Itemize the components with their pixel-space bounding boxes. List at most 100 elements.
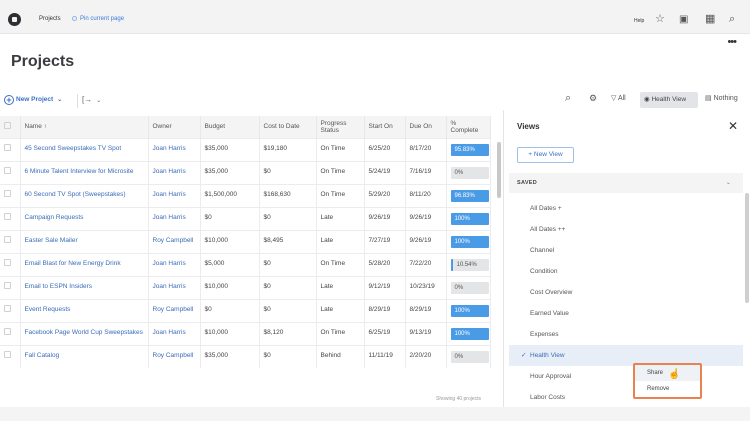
- cell-name[interactable]: Email to ESPN Insiders: [20, 275, 149, 299]
- new-project-button[interactable]: + New Project ⌄: [4, 95, 62, 105]
- row-checkbox[interactable]: [4, 327, 11, 335]
- row-checkbox[interactable]: [4, 235, 11, 243]
- saved-view-item[interactable]: Channel: [509, 240, 743, 261]
- table-row[interactable]: 6 Minute Talent Interview for Microsite J…: [0, 160, 491, 184]
- column-header-progress-status[interactable]: Progress Status: [316, 116, 365, 138]
- app-logo-icon[interactable]: [8, 13, 21, 26]
- grid-icon[interactable]: ▦: [705, 13, 716, 25]
- cell-select[interactable]: [0, 275, 21, 299]
- help-link[interactable]: Help: [634, 18, 645, 24]
- row-checkbox[interactable]: [4, 143, 11, 151]
- pin-current-page-link[interactable]: Pin current page: [72, 16, 124, 22]
- cell-select[interactable]: [0, 344, 21, 368]
- cell-budget: $5,000: [200, 252, 260, 276]
- saved-view-item[interactable]: Condition: [509, 261, 743, 282]
- cell-name[interactable]: Event Requests: [20, 298, 149, 322]
- row-checkbox[interactable]: [4, 212, 11, 220]
- saved-view-item[interactable]: Hour Approval: [509, 366, 743, 387]
- column-header-complete[interactable]: % Complete: [446, 116, 491, 138]
- percent-complete-bar: 100%: [450, 235, 489, 248]
- views-scrollbar[interactable]: [745, 193, 749, 303]
- cell-select[interactable]: [0, 252, 21, 276]
- table-row[interactable]: Campaign Requests Joan Harris $0 $0 Late 9/26…: [0, 206, 491, 230]
- saved-view-item[interactable]: Cost Overview: [509, 282, 743, 303]
- cell-owner[interactable]: Roy Campbell: [148, 344, 201, 368]
- share-menu-item[interactable]: Share: [635, 365, 700, 381]
- table-row[interactable]: 45 Second Sweepstakes TV Spot Joan Harris…: [0, 137, 491, 161]
- cell-owner[interactable]: Joan Harris: [148, 183, 201, 207]
- cell-name[interactable]: Fall Catalog: [20, 344, 149, 368]
- cell-name[interactable]: 60 Second TV Spot (Sweepstakes): [20, 183, 149, 207]
- cell-select[interactable]: [0, 321, 21, 345]
- saved-view-item[interactable]: All Dates ++: [509, 219, 743, 240]
- row-checkbox[interactable]: [4, 350, 11, 358]
- saved-view-item[interactable]: Earned Value: [509, 303, 743, 324]
- search-icon[interactable]: ⌕: [565, 92, 572, 104]
- star-icon[interactable]: ☆: [655, 13, 665, 25]
- export-button[interactable]: [→ ⌄: [82, 95, 101, 104]
- column-header-name[interactable]: Name ↑: [20, 116, 149, 138]
- new-view-button[interactable]: + New View: [517, 147, 574, 163]
- cell-owner[interactable]: Joan Harris: [148, 321, 201, 345]
- saved-view-item[interactable]: Expenses: [509, 324, 743, 345]
- saved-section-header[interactable]: SAVED ⌄: [509, 173, 743, 193]
- settings-columns-icon[interactable]: ⚙: [589, 93, 598, 103]
- saved-view-item[interactable]: All Dates +: [509, 198, 743, 219]
- cell-owner[interactable]: Joan Harris: [148, 206, 201, 230]
- table-row[interactable]: Email Blast for New Energy Drink Joan Har…: [0, 252, 491, 276]
- table-scrollbar[interactable]: [497, 142, 501, 198]
- column-header-due-on[interactable]: Due On: [405, 116, 447, 138]
- cell-name[interactable]: Easter Sale Mailer: [20, 229, 149, 253]
- cell-owner[interactable]: Roy Campbell: [148, 298, 201, 322]
- saved-view-item[interactable]: ✓ Health View: [509, 345, 743, 366]
- cell-owner[interactable]: Joan Harris: [148, 137, 201, 161]
- cell-owner[interactable]: Roy Campbell: [148, 229, 201, 253]
- cell-select[interactable]: [0, 298, 21, 322]
- grouping-button[interactable]: ▤ Nothing: [705, 94, 738, 102]
- column-header-budget[interactable]: Budget: [200, 116, 260, 138]
- cell-owner[interactable]: Joan Harris: [148, 275, 201, 299]
- column-header-start-on[interactable]: Start On: [364, 116, 406, 138]
- new-project-label: New Project: [16, 96, 54, 103]
- remove-menu-item[interactable]: Remove: [647, 386, 670, 392]
- table-row[interactable]: Fall Catalog Roy Campbell $35,000 $0 Behind 1…: [0, 344, 491, 368]
- cell-select[interactable]: [0, 206, 21, 230]
- cell-complete: 96.83%: [446, 183, 491, 207]
- row-checkbox[interactable]: [4, 166, 11, 174]
- cell-name[interactable]: 45 Second Sweepstakes TV Spot: [20, 137, 149, 161]
- cell-status: Late: [316, 206, 365, 230]
- cell-owner[interactable]: Joan Harris: [148, 252, 201, 276]
- row-checkbox[interactable]: [4, 304, 11, 312]
- row-checkbox[interactable]: [4, 281, 11, 289]
- table-row[interactable]: 60 Second TV Spot (Sweepstakes) Joan Harr…: [0, 183, 491, 207]
- select-all-checkbox[interactable]: [4, 122, 11, 130]
- breadcrumb[interactable]: Projects: [39, 16, 61, 22]
- cell-owner[interactable]: Joan Harris: [148, 160, 201, 184]
- table-row[interactable]: Email to ESPN Insiders Joan Harris $10,000…: [0, 275, 491, 299]
- saved-view-item[interactable]: Labor Costs: [509, 387, 743, 408]
- cell-cost: $168,630: [259, 183, 317, 207]
- column-header-cost[interactable]: Cost to Date: [259, 116, 317, 138]
- square-icon[interactable]: ▣: [679, 14, 689, 25]
- close-icon[interactable]: ✕: [727, 119, 738, 133]
- row-checkbox[interactable]: [4, 258, 11, 266]
- select-all-header[interactable]: [0, 116, 21, 138]
- table-row[interactable]: Easter Sale Mailer Roy Campbell $10,000 $8,…: [0, 229, 491, 253]
- cell-select[interactable]: [0, 160, 21, 184]
- table-row[interactable]: Facebook Page World Cup Sweepstakes Joan …: [0, 321, 491, 345]
- cell-select[interactable]: [0, 137, 21, 161]
- view-selector-button[interactable]: ◉ Health View: [640, 92, 698, 108]
- view-context-menu: Share Remove: [633, 363, 702, 399]
- row-checkbox[interactable]: [4, 189, 11, 197]
- cell-name[interactable]: 6 Minute Talent Interview for Microsite: [20, 160, 149, 184]
- filter-button[interactable]: ▽ All: [611, 94, 626, 102]
- cell-select[interactable]: [0, 183, 21, 207]
- more-options-icon[interactable]: •••: [727, 36, 737, 48]
- search-icon[interactable]: ⌕: [729, 13, 736, 25]
- cell-select[interactable]: [0, 229, 21, 253]
- cell-name[interactable]: Facebook Page World Cup Sweepstakes: [20, 321, 149, 345]
- column-header-owner[interactable]: Owner: [148, 116, 201, 138]
- table-row[interactable]: Event Requests Roy Campbell $0 $0 Late 8/29/1…: [0, 298, 491, 322]
- cell-name[interactable]: Email Blast for New Energy Drink: [20, 252, 149, 276]
- cell-name[interactable]: Campaign Requests: [20, 206, 149, 230]
